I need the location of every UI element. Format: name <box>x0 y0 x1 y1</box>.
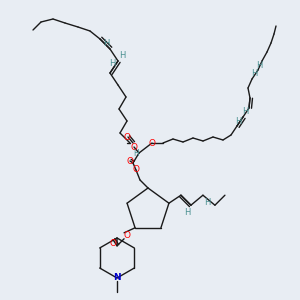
Text: H: H <box>119 52 125 61</box>
Text: H: H <box>242 106 248 116</box>
Text: O: O <box>110 239 117 248</box>
Text: O: O <box>133 166 140 175</box>
Text: H: H <box>251 70 257 79</box>
Text: H: H <box>204 198 210 207</box>
Text: H: H <box>235 116 241 125</box>
Text: O: O <box>130 142 137 152</box>
Text: H: H <box>256 61 262 70</box>
Text: H: H <box>184 208 190 217</box>
Text: O: O <box>148 139 155 148</box>
Text: H: H <box>109 59 115 68</box>
Text: H: H <box>103 40 109 49</box>
Text: O: O <box>124 133 130 142</box>
Text: O: O <box>124 231 130 240</box>
Text: O: O <box>127 157 134 166</box>
Text: H: H <box>133 148 139 158</box>
Text: N: N <box>113 274 121 283</box>
